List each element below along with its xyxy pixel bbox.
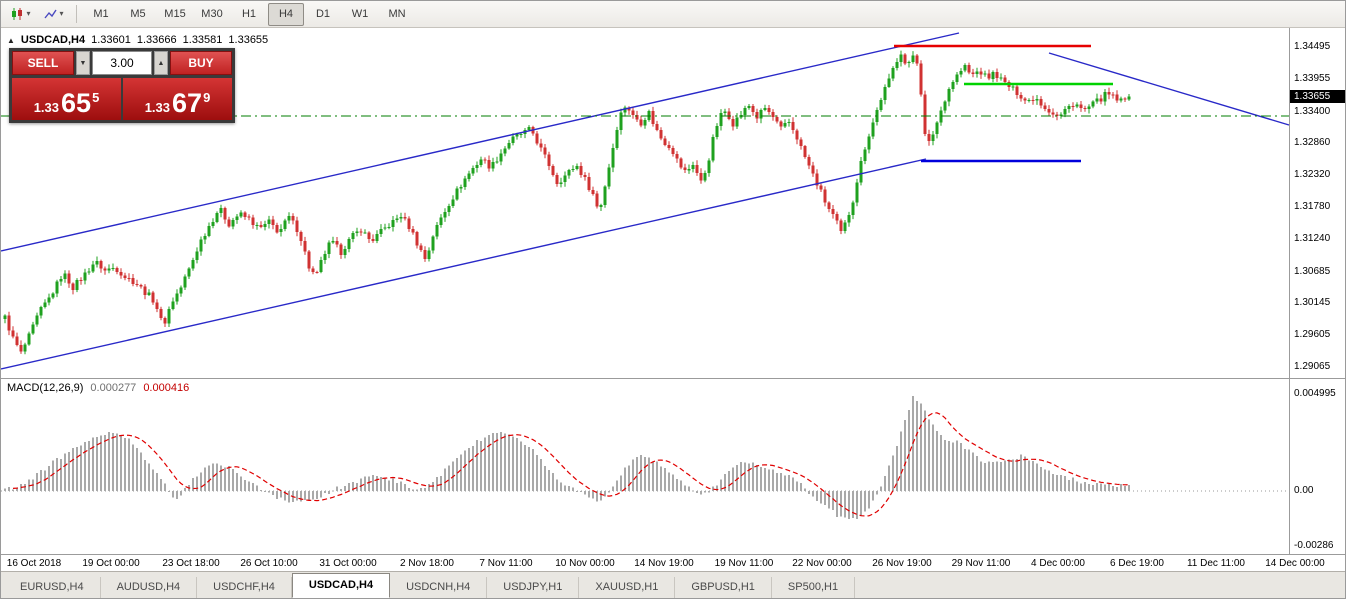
chevron-down-icon: ▾	[59, 9, 64, 18]
toolbar-separator	[76, 5, 77, 23]
chart-tab-usdjpy-h1[interactable]: USDJPY,H1	[487, 577, 580, 598]
timeframe-button-m1[interactable]: M1	[93, 8, 109, 20]
price-axis-tick: 1.30685	[1294, 266, 1331, 277]
trendline-icon	[44, 9, 58, 19]
time-axis-label: 4 Dec 00:00	[1031, 558, 1085, 569]
chart-tab-xauusd-h1[interactable]: XAUUSD,H1	[579, 577, 676, 598]
time-axis-label: 26 Oct 10:00	[240, 558, 298, 569]
time-axis-label: 11 Dec 11:00	[1186, 558, 1246, 569]
chart-tab-eurusd-h4[interactable]: EURUSD,H4	[4, 577, 101, 598]
macd-signal-value: 0.000416	[143, 382, 190, 394]
time-axis-label: 6 Dec 19:00	[1110, 558, 1164, 569]
chart-tab-bar: EURUSD,H4 AUDUSD,H4 USDCHF,H4 USDCAD,H4 USDC…	[1, 571, 1345, 598]
one-click-trading-toggle-icon[interactable]: ▲	[7, 35, 15, 45]
timeframe-button-h4[interactable]: H4	[268, 2, 304, 26]
time-axis-label: 31 Oct 00:00	[319, 558, 377, 569]
price-axis-tick: 1.30145	[1294, 297, 1331, 308]
timeframe-button-d1[interactable]: D1	[315, 8, 331, 20]
timeframe-button-m15[interactable]: M15	[164, 8, 186, 20]
macd-axis-tick: 0.00	[1294, 485, 1314, 496]
timeframe-button-group: M1 M5 M15 M30 H1 H4 D1 W1 MN	[83, 2, 415, 26]
time-axis-label: 23 Oct 18:00	[162, 558, 220, 569]
chart-type-dropdown-button[interactable]: ▾	[5, 3, 37, 26]
sell-price-pip-digit: 5	[92, 90, 100, 105]
buy-price-pip-digit: 9	[203, 90, 211, 105]
trade-panel-controls-row: SELL ▼ ▲ BUY	[12, 51, 232, 75]
chart-ohlc-header: ▲ USDCAD,H4 1.33601 1.33666 1.33581 1.33…	[7, 34, 268, 46]
volume-input[interactable]	[92, 51, 152, 75]
buy-price[interactable]: 1.33 67 9	[123, 78, 232, 120]
timeframe-button-mn[interactable]: MN	[388, 8, 406, 20]
chart-tab-usdcnh-h4[interactable]: USDCNH,H4	[390, 577, 488, 598]
one-click-trading-panel: SELL ▼ ▲ BUY 1.33 65 5 1.33 67 9	[9, 48, 235, 123]
buy-price-big-digits: 67	[172, 88, 203, 119]
price-axis-tick: 1.33400	[1294, 106, 1331, 117]
sell-button[interactable]: SELL	[12, 51, 74, 75]
price-axis-tick: 1.32320	[1294, 169, 1331, 180]
timeframe-button-h1[interactable]: H1	[241, 8, 257, 20]
price-axis-tick: 1.31240	[1294, 233, 1331, 244]
price-axis-tick: 1.31780	[1294, 201, 1331, 212]
timeframe-button-w1[interactable]: W1	[351, 8, 369, 20]
macd-indicator-header: MACD(12,26,9) 0.000277 0.000416	[7, 382, 189, 394]
price-axis-tick: 1.29065	[1294, 361, 1331, 372]
chart-tab-sp500-h1[interactable]: SP500,H1	[772, 577, 856, 598]
price-axis-tick: 1.33955	[1294, 73, 1331, 84]
sell-price[interactable]: 1.33 65 5	[12, 78, 121, 120]
panel-divider[interactable]	[1, 378, 1345, 379]
chart-tab-audusd-h4[interactable]: AUDUSD,H4	[101, 577, 198, 598]
volume-increase-button[interactable]: ▲	[154, 51, 168, 75]
volume-decrease-button[interactable]: ▼	[76, 51, 90, 75]
sell-price-big-digits: 65	[61, 88, 92, 119]
time-axis-label: 2 Nov 18:00	[400, 558, 454, 569]
open-value: 1.33601	[91, 34, 131, 46]
time-axis-label: 22 Nov 00:00	[792, 558, 852, 569]
chart-tab-usdchf-h4[interactable]: USDCHF,H4	[197, 577, 292, 598]
time-axis-label: 14 Dec 00:00	[1265, 558, 1325, 569]
chart-toolbar: ▾ ▾ M1 M5 M15 M30 H1 H4 D1 W1 MN	[1, 1, 1345, 28]
timeframe-button-m30[interactable]: M30	[201, 8, 223, 20]
current-price-badge: 1.33655	[1290, 90, 1345, 103]
symbol-period-label: USDCAD,H4	[20, 34, 86, 46]
time-axis-label: 29 Nov 11:00	[951, 558, 1011, 569]
chart-tab-usdcad-h4[interactable]: USDCAD,H4	[291, 573, 391, 598]
price-axis-tick: 1.29605	[1294, 329, 1331, 340]
candlestick-chart-icon	[12, 8, 23, 20]
time-axis-label: 14 Nov 19:00	[634, 558, 694, 569]
sell-price-prefix: 1.33	[33, 100, 60, 115]
price-axis-tick: 1.34495	[1294, 41, 1331, 52]
trade-panel-prices-row: 1.33 65 5 1.33 67 9	[12, 78, 232, 120]
chevron-down-icon: ▾	[26, 9, 31, 18]
high-value: 1.33666	[136, 34, 177, 46]
time-axis-label: 10 Nov 00:00	[555, 558, 615, 569]
price-axis-tick: 1.32860	[1294, 137, 1331, 148]
time-axis-label: 26 Nov 19:00	[872, 558, 932, 569]
time-axis-label: 19 Oct 00:00	[82, 558, 140, 569]
time-axis-label: 7 Nov 11:00	[479, 558, 533, 569]
price-axis-border	[1289, 28, 1290, 554]
buy-price-prefix: 1.33	[144, 100, 171, 115]
macd-axis-tick: -0.00286	[1294, 540, 1334, 551]
low-value: 1.33581	[182, 34, 223, 46]
buy-button[interactable]: BUY	[170, 51, 232, 75]
macd-axis-tick: 0.004995	[1294, 388, 1336, 399]
chart-tab-gbpusd-h1[interactable]: GBPUSD,H1	[675, 577, 772, 598]
time-axis-label: 19 Nov 11:00	[714, 558, 774, 569]
time-axis-label: 16 Oct 2018	[6, 558, 62, 569]
line-studies-dropdown-button[interactable]: ▾	[38, 3, 70, 26]
close-value: 1.33655	[228, 34, 269, 46]
macd-label: MACD(12,26,9)	[7, 382, 84, 394]
timeframe-button-m5[interactable]: M5	[130, 8, 146, 20]
macd-main-value: 0.000277	[90, 382, 137, 394]
time-axis-divider	[1, 554, 1345, 555]
